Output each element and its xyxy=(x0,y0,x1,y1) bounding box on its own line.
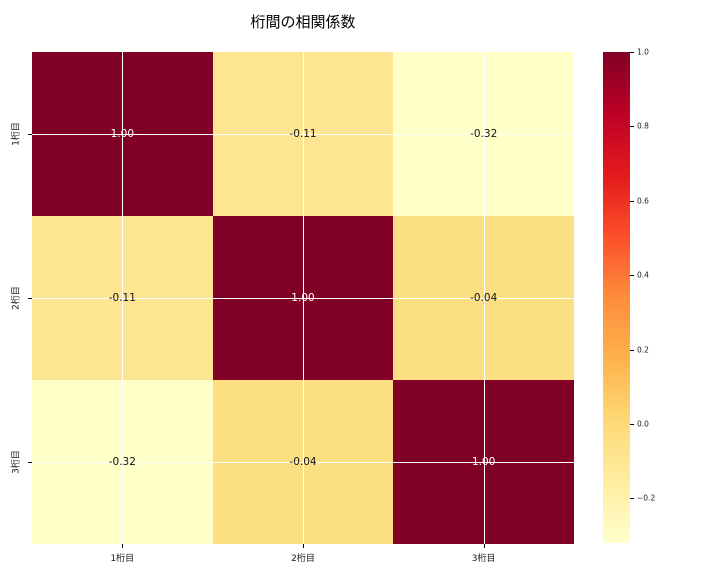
x-tick-mark xyxy=(303,544,304,548)
cell-value: 1.00 xyxy=(110,128,135,140)
colorbar-tick-label: 0.6 xyxy=(637,196,649,206)
colorbar-tick-label: 0.2 xyxy=(637,345,649,355)
x-tick-mark xyxy=(483,544,485,548)
colorbar-tick-label: 0.0 xyxy=(637,419,649,429)
cell-value: -0.32 xyxy=(470,128,498,140)
cell-value: -0.04 xyxy=(470,292,498,304)
y-tick-label: 2桁目 xyxy=(11,286,22,310)
y-tick-mark xyxy=(28,134,32,135)
colorbar-tick-label: 0.4 xyxy=(637,270,649,280)
heatmap: 1.00 -0.11 -0.32 -0.11 1.00 -0.04 -0.32 … xyxy=(12,52,574,564)
x-tick-label: 1桁目 xyxy=(110,554,135,564)
cell-value: -0.32 xyxy=(108,456,136,468)
y-tick-mark xyxy=(28,298,32,299)
colorbar-gradient xyxy=(603,52,630,543)
x-tick-label: 3桁目 xyxy=(471,554,496,564)
y-tick-mark xyxy=(28,461,32,463)
y-tick-label: 1桁目 xyxy=(11,122,22,146)
y-tick-label: 3桁目 xyxy=(11,450,22,474)
colorbar-tick-mark xyxy=(630,349,634,351)
cell-value: -0.04 xyxy=(289,456,317,468)
chart-title: 桁間の相関係数 xyxy=(250,13,356,31)
colorbar-tick-label: −0.2 xyxy=(637,493,656,503)
colorbar-tick-mark xyxy=(630,498,634,500)
gridline-horizontal xyxy=(32,298,574,299)
cell-value: 1.00 xyxy=(471,456,496,468)
cell-value: -0.11 xyxy=(108,292,136,304)
colorbar-tick-mark xyxy=(630,52,634,53)
gridline-horizontal xyxy=(32,461,574,463)
gridline-horizontal xyxy=(32,134,574,135)
colorbar-tick-mark xyxy=(630,423,634,425)
colorbar-tick-mark xyxy=(630,275,634,277)
cell-value: -0.11 xyxy=(289,128,317,140)
colorbar-tick-mark xyxy=(630,200,634,202)
colorbar-tick-mark xyxy=(630,126,634,128)
x-tick-label: 2桁目 xyxy=(291,554,315,564)
x-tick-mark xyxy=(122,544,124,548)
colorbar-tick-label: 1.0 xyxy=(637,47,649,57)
colorbar-tick-label: 0.8 xyxy=(637,121,649,131)
cell-value: 1.00 xyxy=(291,292,315,304)
colorbar: 1.0 0.8 0.6 0.4 0.2 0.0 −0.2 xyxy=(603,48,655,543)
